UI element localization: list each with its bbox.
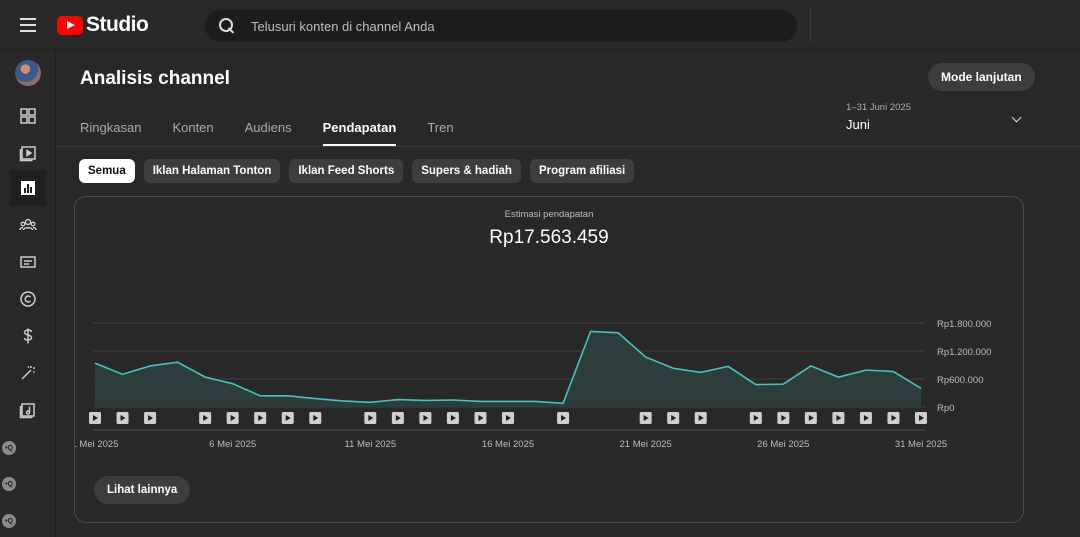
- y-tick-label: Rp1.200.000: [937, 347, 991, 358]
- video-marker-play-icon: [120, 415, 126, 421]
- video-marker-play-icon: [919, 415, 924, 421]
- tab-content[interactable]: Konten: [172, 120, 214, 135]
- tab-revenue[interactable]: Pendapatan: [322, 120, 397, 146]
- y-tick-label: Rp0: [937, 403, 954, 414]
- hamburger-menu-icon[interactable]: [16, 13, 40, 37]
- revenue-card: Estimasi pendapatan Rp17.563.459 Rp1.800…: [74, 196, 1024, 523]
- video-marker-play-icon: [203, 415, 209, 421]
- y-tick-label: Rp1.800.000: [937, 319, 991, 330]
- sidebar: •Q •Q •Q: [0, 50, 56, 537]
- video-marker-play-icon: [808, 415, 814, 421]
- community-icon[interactable]: [10, 207, 46, 243]
- video-marker-play-icon: [258, 415, 264, 421]
- logo-text: Studio: [86, 13, 149, 36]
- video-marker-play-icon: [781, 415, 787, 421]
- search-placeholder: Telusuri konten di channel Anda: [251, 18, 435, 34]
- video-marker-play-icon: [561, 415, 567, 421]
- chip-supers-gifts[interactable]: Supers & hadiah: [412, 159, 521, 183]
- date-range-main: Juni: [846, 117, 870, 132]
- video-marker-play-icon: [230, 415, 236, 421]
- video-marker-play-icon: [478, 415, 484, 421]
- search-icon: [219, 18, 235, 34]
- x-tick-label: 16 Mei 2025: [482, 439, 534, 450]
- video-marker-play-icon: [93, 415, 98, 421]
- top-bar: Studio Telusuri konten di channel Anda: [0, 0, 1080, 50]
- x-tick-label: 21 Mei 2025: [620, 439, 672, 450]
- settings-mini-icon[interactable]: •Q: [2, 441, 16, 455]
- youtube-studio-logo[interactable]: Studio: [57, 13, 149, 37]
- dashboard-icon[interactable]: [10, 98, 46, 134]
- chip-shorts-feed-ads[interactable]: Iklan Feed Shorts: [289, 159, 404, 183]
- avatar[interactable]: [15, 60, 41, 86]
- video-marker-play-icon: [753, 415, 759, 421]
- revenue-area: [95, 331, 921, 407]
- x-tick-label: 31 Mei 2025: [895, 439, 947, 450]
- chip-all[interactable]: Semua: [79, 159, 135, 183]
- y-tick-label: Rp600.000: [937, 375, 983, 386]
- x-tick-label: 26 Mei 2025: [757, 439, 809, 450]
- revenue-line: [94, 330, 922, 405]
- chip-watch-page-ads[interactable]: Iklan Halaman Tonton: [143, 159, 281, 183]
- tab-audience[interactable]: Audiens: [244, 120, 292, 135]
- video-marker-play-icon: [313, 415, 319, 421]
- main-content: Analisis channel Mode lanjutan Ringkasan…: [56, 50, 1080, 537]
- analytics-tabs: Ringkasan Konten Audiens Pendapatan Tren: [80, 120, 485, 146]
- metric-label: Estimasi pendapatan: [504, 209, 594, 220]
- tab-trends[interactable]: Tren: [427, 120, 454, 135]
- video-marker-play-icon: [891, 415, 897, 421]
- page-title: Analisis channel: [80, 68, 230, 89]
- video-marker-play-icon: [148, 415, 154, 421]
- date-range-sub: 1–31 Juni 2025: [846, 102, 911, 113]
- search-input[interactable]: Telusuri konten di channel Anda: [205, 10, 797, 42]
- video-marker-play-icon: [423, 415, 429, 421]
- subtitles-icon[interactable]: [10, 244, 46, 280]
- header-divider: [810, 8, 811, 42]
- earn-dollar-icon[interactable]: [10, 318, 46, 354]
- video-marker-play-icon: [698, 415, 704, 421]
- audio-library-icon[interactable]: [10, 392, 46, 428]
- youtube-play-icon: [57, 15, 83, 35]
- video-marker-play-icon: [450, 415, 456, 421]
- help-mini-icon[interactable]: •Q: [2, 514, 16, 528]
- customization-wand-icon[interactable]: [10, 355, 46, 391]
- video-marker-play-icon: [506, 415, 511, 421]
- video-marker-play-icon: [671, 415, 677, 421]
- video-marker-play-icon: [368, 415, 374, 421]
- revenue-filter-chips: Semua Iklan Halaman Tonton Iklan Feed Sh…: [79, 159, 635, 183]
- advanced-mode-button[interactable]: Mode lanjutan: [928, 63, 1035, 91]
- analytics-icon[interactable]: [10, 170, 46, 206]
- see-more-button[interactable]: Lihat lainnya: [94, 476, 191, 504]
- x-tick-label: 1 Mei 2025: [75, 439, 119, 450]
- video-marker-play-icon: [285, 415, 291, 421]
- tab-overview[interactable]: Ringkasan: [80, 120, 142, 135]
- video-marker-play-icon: [863, 415, 869, 421]
- copyright-icon[interactable]: [10, 281, 46, 317]
- video-marker-play-icon: [395, 415, 401, 421]
- video-marker-play-icon: [836, 415, 842, 421]
- revenue-chart: Rp1.800.000 Rp1.200.000 Rp600.000 Rp0 1 Mei …: [75, 319, 991, 450]
- chip-affiliate-program[interactable]: Program afiliasi: [529, 159, 635, 183]
- content-icon[interactable]: [10, 135, 46, 171]
- tabs-divider: [56, 146, 1080, 147]
- x-tick-label: 11 Mei 2025: [345, 439, 397, 450]
- x-tick-label: 6 Mei 2025: [209, 439, 256, 450]
- feedback-mini-icon[interactable]: •Q: [2, 477, 16, 491]
- video-marker-play-icon: [643, 415, 649, 421]
- metric-value: Rp17.563.459: [489, 227, 609, 248]
- date-range-picker[interactable]: 1–31 Juni 2025 Juni: [846, 102, 1026, 136]
